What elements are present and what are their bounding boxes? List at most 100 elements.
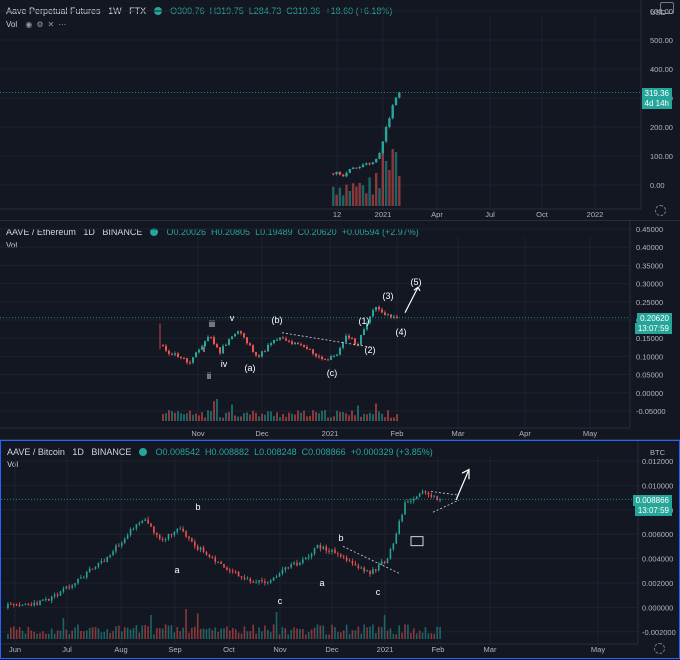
- volume-bar: [304, 634, 307, 639]
- y-tick-label: 0.00: [650, 181, 665, 190]
- volume-bar: [36, 633, 38, 639]
- volume-bar: [252, 624, 254, 639]
- candle-body: [337, 553, 339, 555]
- volume-bar: [85, 630, 88, 639]
- price-chart-3[interactable]: 0.0120000.0100000.0080000.0060000.004000…: [1, 441, 679, 658]
- volume-bar: [106, 629, 108, 639]
- candle-body: [345, 172, 348, 177]
- volume-bar: [59, 630, 62, 639]
- volume-bar: [135, 625, 138, 639]
- candle-body: [436, 496, 438, 500]
- volume-bar: [68, 633, 71, 639]
- volume-bar: [261, 631, 263, 639]
- volume-bar: [319, 625, 322, 639]
- candle-body: [269, 580, 272, 583]
- volume-bar: [21, 630, 24, 639]
- volume-bar: [297, 410, 299, 421]
- volume-bar: [398, 176, 401, 206]
- volume-bar: [180, 413, 182, 421]
- symbol-title[interactable]: AAVE / Ethereum: [6, 227, 76, 237]
- candle-body: [430, 494, 433, 497]
- x-tick-label: Dec: [255, 429, 269, 438]
- chart-settings-icon[interactable]: [655, 205, 666, 216]
- candle-body: [390, 314, 392, 318]
- candle-body: [413, 498, 415, 501]
- volume-bar: [365, 193, 368, 206]
- candle-body: [366, 570, 368, 572]
- countdown-tag: 13:07:59: [634, 323, 672, 334]
- volume-bar: [138, 632, 141, 639]
- close-icon[interactable]: ✕: [47, 20, 59, 29]
- candle-body: [381, 141, 384, 154]
- candle-body: [398, 92, 401, 98]
- volume-bar: [303, 410, 305, 421]
- volume-bar: [258, 416, 260, 421]
- interval-label[interactable]: 1D: [83, 227, 95, 237]
- volume-bar: [207, 410, 209, 421]
- eye-icon[interactable]: ◉: [25, 20, 37, 29]
- volume-bar: [183, 414, 185, 421]
- wave-label: iii: [209, 319, 215, 329]
- change-value: +0.00594 (+2.97%): [341, 227, 419, 237]
- candle-body: [306, 346, 308, 349]
- candle-body: [351, 338, 353, 340]
- volume-bar: [173, 632, 176, 639]
- volume-bar: [285, 416, 287, 421]
- more-icon[interactable]: ⋯: [58, 20, 71, 29]
- volume-bar: [279, 417, 281, 421]
- symbol-title[interactable]: AAVE / Bitcoin: [7, 447, 65, 457]
- restore-icon[interactable]: [660, 2, 674, 14]
- candle-body: [294, 342, 296, 345]
- volume-bar: [368, 177, 371, 206]
- volume-bar: [410, 632, 412, 639]
- candle-body: [261, 580, 263, 582]
- price-chart-1[interactable]: 600.00500.00400.00300.00200.00100.000.00…: [0, 0, 680, 220]
- chart-pane-aave-eth[interactable]: AAVE / Ethereum 1D BINANCE O0.20026 H0.2…: [0, 221, 680, 440]
- candle-body: [310, 553, 313, 557]
- candle-body: [199, 547, 202, 550]
- volume-bar: [126, 627, 129, 639]
- candle-body: [372, 569, 374, 575]
- chart-pane-aave-btc[interactable]: AAVE / Bitcoin 1D BINANCE O0.008542 H0.0…: [0, 440, 680, 659]
- candle-body: [167, 534, 170, 540]
- candle-body: [378, 306, 380, 310]
- candle-body: [83, 577, 85, 579]
- candle-body: [355, 167, 358, 169]
- candle-body: [71, 585, 73, 588]
- volume-bar: [226, 626, 228, 639]
- candle-body: [330, 356, 332, 360]
- volume-bar: [413, 628, 415, 639]
- candle-body: [418, 493, 421, 497]
- volume-bar: [258, 627, 260, 639]
- arrow-head: [413, 286, 421, 292]
- volume-bar: [342, 630, 345, 639]
- candle-body: [156, 532, 158, 536]
- volume-bar: [332, 186, 335, 206]
- candle-body: [395, 533, 398, 544]
- volume-bar: [325, 634, 327, 639]
- x-tick-label: Nov: [191, 429, 205, 438]
- candle-body: [410, 500, 412, 502]
- volume-bar: [243, 626, 246, 639]
- y-tick-label: 0.002000: [642, 579, 673, 588]
- candle-body: [322, 546, 325, 549]
- volume-bar: [284, 628, 287, 639]
- candle-body: [180, 357, 182, 359]
- volume-bar: [361, 185, 365, 206]
- candle-body: [132, 528, 135, 530]
- volume-bar: [217, 631, 219, 639]
- volume-bar: [249, 414, 251, 421]
- volume-bar: [211, 630, 214, 639]
- settings-icon[interactable]: ⚙: [36, 20, 48, 29]
- chart-pane-aave-perp[interactable]: Aave Perpetual Futures 1W FTX O300.76 H3…: [0, 0, 680, 221]
- x-tick-label: Apr: [431, 210, 443, 219]
- candle-body: [118, 545, 120, 547]
- candle-body: [48, 599, 50, 601]
- candle-body: [366, 322, 368, 330]
- volume-bar: [185, 609, 187, 639]
- interval-label[interactable]: 1D: [72, 447, 84, 457]
- price-chart-2[interactable]: 0.450000.400000.350000.300000.250000.200…: [0, 221, 680, 439]
- chart-settings-icon[interactable]: [654, 643, 665, 654]
- candle-body: [246, 337, 248, 344]
- candle-body: [164, 539, 167, 541]
